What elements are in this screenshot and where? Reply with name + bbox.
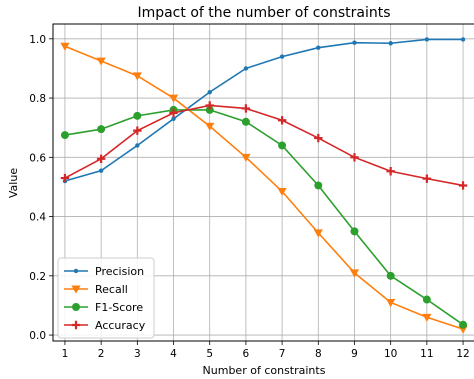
x-tick-label: 3 <box>134 348 141 360</box>
data-point-precision <box>171 117 175 121</box>
data-point-precision <box>135 143 139 147</box>
legend-label: Recall <box>95 283 128 296</box>
x-tick-label: 10 <box>384 348 397 360</box>
x-axis-label: Number of constraints <box>203 364 326 377</box>
data-point-precision <box>208 90 212 94</box>
x-tick-label: 4 <box>170 348 177 360</box>
data-point-precision <box>99 168 103 172</box>
data-point-precision <box>316 46 320 50</box>
x-tick-label: 11 <box>420 348 433 360</box>
y-tick-label: 0.0 <box>29 330 46 342</box>
data-point-f1-score <box>133 112 141 120</box>
x-tick-label: 8 <box>315 348 322 360</box>
legend-label: Precision <box>95 265 144 278</box>
data-point-f1-score <box>459 321 467 329</box>
y-tick-label: 0.2 <box>29 271 46 283</box>
x-tick-label: 12 <box>456 348 469 360</box>
legend-label: F1-Score <box>95 301 143 314</box>
legend-label: Accuracy <box>95 319 146 332</box>
data-point-precision <box>425 37 429 41</box>
data-point-f1-score <box>61 131 69 139</box>
legend-marker <box>74 269 78 273</box>
y-tick-label: 1.0 <box>29 34 46 46</box>
y-tick-label: 0.4 <box>29 212 46 224</box>
data-point-precision <box>352 40 356 44</box>
data-point-precision <box>461 37 465 41</box>
data-point-f1-score <box>278 141 286 149</box>
data-point-f1-score <box>387 272 395 280</box>
y-tick-label: 0.6 <box>29 152 46 164</box>
x-tick-label: 6 <box>243 348 250 360</box>
data-point-f1-score <box>97 125 105 133</box>
x-tick-label: 2 <box>98 348 105 360</box>
data-point-precision <box>280 54 284 58</box>
x-tick-label: 1 <box>62 348 69 360</box>
data-point-f1-score <box>314 181 322 189</box>
y-axis-label: Value <box>7 168 20 198</box>
data-point-precision <box>244 66 248 70</box>
x-tick-label: 9 <box>351 348 358 360</box>
x-tick-label: 7 <box>279 348 286 360</box>
data-point-f1-score <box>242 118 250 126</box>
data-point-f1-score <box>350 227 358 235</box>
data-point-f1-score <box>423 296 431 304</box>
legend: Precision Recall F1-Score Accuracy <box>58 258 154 338</box>
y-tick-label: 0.8 <box>29 93 46 105</box>
chart-title: Impact of the number of constraints <box>137 5 390 21</box>
data-point-precision <box>388 41 392 45</box>
x-tick-label: 5 <box>206 348 213 360</box>
legend-marker <box>72 303 80 311</box>
